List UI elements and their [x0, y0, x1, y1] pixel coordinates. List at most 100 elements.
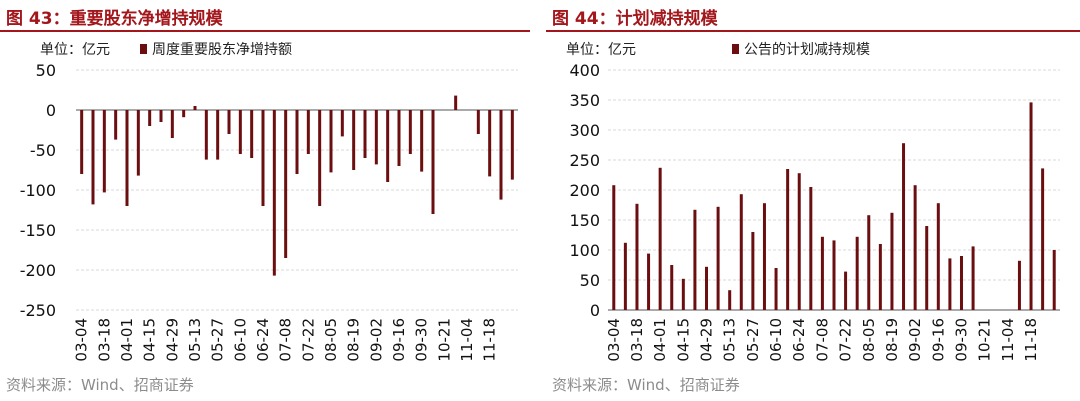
y-tick-label: 200: [569, 181, 600, 200]
y-tick-label: -150: [20, 221, 56, 240]
x-tick-label: 05-27: [209, 318, 227, 362]
bar: [182, 110, 186, 118]
bar: [751, 232, 755, 310]
bar: [739, 194, 743, 310]
x-tick-label: 10-21: [435, 318, 453, 362]
x-tick-label: 07-08: [277, 318, 295, 362]
bar: [786, 169, 790, 310]
bar: [431, 110, 435, 214]
bar: [762, 203, 766, 310]
y-tick-label: -100: [20, 181, 56, 200]
x-tick-label: 11-04: [458, 318, 476, 362]
x-tick-label: 08-05: [860, 318, 878, 362]
bar: [102, 110, 106, 193]
x-tick-label: 04-29: [163, 318, 181, 362]
title-rule: [0, 30, 530, 32]
x-tick-label: 09-30: [413, 318, 431, 362]
y-tick-label: -50: [30, 141, 56, 160]
title-rule: [546, 30, 1080, 32]
planned-reduction-chart: 单位：亿元 公告的计划减持规模 400 350 300 250 200 150 100 50 0 03…: [566, 42, 1060, 362]
y-tick-label: 250: [569, 151, 600, 170]
bar: [693, 209, 697, 310]
y-tick-label: 150: [569, 211, 600, 230]
bar: [820, 236, 824, 310]
source-note: 资料来源：Wind、招商证券: [6, 376, 194, 394]
x-tick-label: 04-01: [118, 318, 136, 362]
bar: [148, 110, 152, 126]
y-tick-label: 100: [569, 241, 600, 260]
bar: [159, 110, 163, 122]
x-tick-label: 08-19: [883, 318, 901, 362]
bar: [1029, 102, 1033, 311]
x-tick-label: 09-30: [952, 318, 970, 362]
bar: [1041, 168, 1045, 310]
bar: [925, 226, 929, 310]
bar: [216, 110, 220, 160]
x-tick-label: 09-16: [390, 318, 408, 362]
y-tick-label: -200: [20, 261, 56, 280]
bar: [499, 110, 503, 200]
legend-label: 周度重要股东净增持额: [152, 42, 292, 58]
bar: [408, 110, 412, 154]
bar: [193, 106, 197, 110]
bar: [114, 110, 118, 140]
bar: [612, 185, 616, 310]
bar: [284, 110, 288, 258]
x-tick-label: 05-13: [186, 318, 204, 362]
net-increase-chart: 单位：亿元 周度重要股东净增持额 50 0 -50 -100 -150 -200 -250 03-…: [20, 42, 518, 362]
bar: [454, 95, 458, 110]
bar: [329, 110, 333, 173]
bar: [658, 167, 662, 310]
x-tick-label: 08-05: [322, 318, 340, 362]
x-tick-label: 03-18: [95, 318, 113, 362]
bar: [420, 110, 424, 172]
bar: [352, 110, 356, 170]
bar: [295, 110, 299, 174]
bar: [80, 110, 84, 174]
unit-label: 单位：亿元: [566, 42, 636, 58]
legend-label: 公告的计划减持规模: [744, 42, 870, 58]
bar: [971, 246, 975, 310]
y-tick-label: 0: [46, 101, 56, 120]
bar: [774, 268, 778, 310]
bar: [374, 110, 378, 165]
bar: [136, 110, 140, 176]
x-tick-label: 06-10: [231, 318, 249, 362]
bar: [936, 203, 940, 310]
bar: [705, 266, 709, 310]
x-tick-label: 05-27: [744, 318, 762, 362]
x-tick-label: 07-08: [813, 318, 831, 362]
bar: [1052, 250, 1056, 310]
y-tick-label: 50: [36, 61, 56, 80]
x-tick-label: 06-10: [767, 318, 785, 362]
x-tick-label: 04-15: [141, 318, 159, 362]
x-tick-label: 11-18: [1022, 318, 1040, 362]
bar: [635, 203, 639, 310]
y-tick-label: -250: [20, 301, 56, 320]
x-tick-label: 07-22: [837, 318, 855, 362]
x-tick-label: 06-24: [254, 318, 272, 362]
chart-title: 图 44：计划减持规模: [552, 9, 718, 29]
bar: [832, 240, 836, 310]
bar: [681, 278, 685, 310]
bar: [716, 206, 720, 310]
bar: [902, 143, 906, 310]
chart-title: 图 43：重要股东净增持规模: [6, 9, 223, 29]
bar: [844, 271, 848, 310]
bar: [855, 236, 859, 310]
x-tick-label: 04-01: [651, 318, 669, 362]
bar: [227, 110, 231, 134]
y-tick-label: 350: [569, 91, 600, 110]
x-tick-label: 11-18: [481, 318, 499, 362]
legend-swatch: [140, 44, 147, 54]
bar: [488, 110, 492, 177]
bar: [238, 110, 242, 154]
bar: [809, 187, 813, 310]
x-tick-label: 09-16: [929, 318, 947, 362]
x-tick-label: 03-04: [605, 318, 623, 362]
x-tick-label: 10-21: [976, 318, 994, 362]
bar: [728, 290, 732, 310]
bar: [386, 110, 390, 182]
bar: [170, 110, 174, 138]
x-tick-label: 04-29: [698, 318, 716, 362]
